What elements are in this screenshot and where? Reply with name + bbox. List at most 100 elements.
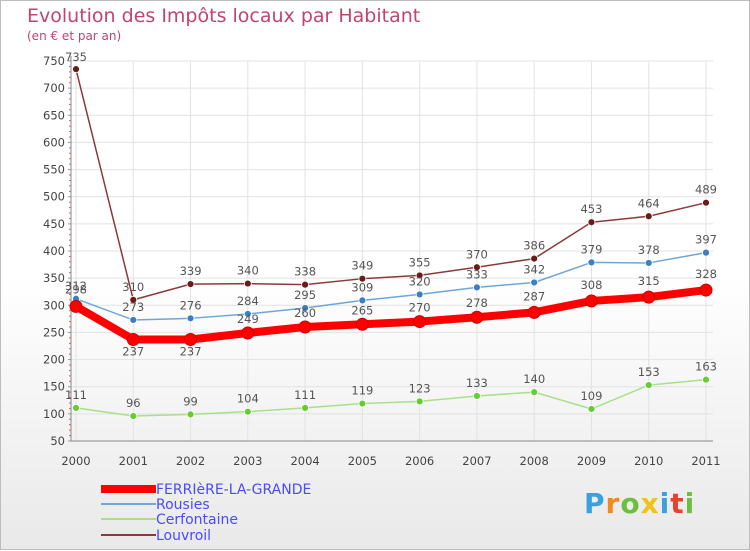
data-label: 295 <box>294 288 316 302</box>
data-label: 99 <box>183 394 198 408</box>
data-point <box>702 198 710 207</box>
chart-subtitle: (en € et par an) <box>27 29 122 43</box>
data-label: 109 <box>580 389 602 403</box>
data-label: 273 <box>122 300 144 314</box>
y-tick-label: 50 <box>50 434 65 448</box>
y-tick-label: 300 <box>43 298 65 312</box>
data-label: 276 <box>180 298 202 312</box>
data-label: 284 <box>237 294 259 308</box>
x-tick-label: 2006 <box>405 454 434 468</box>
data-label: 339 <box>180 264 202 278</box>
y-tick-label: 400 <box>43 244 65 258</box>
series-line-cerfontaine <box>75 378 707 417</box>
data-label: 270 <box>409 301 431 315</box>
x-tick-label: 2011 <box>691 454 720 468</box>
series-layer <box>69 65 713 420</box>
data-point <box>186 280 195 289</box>
data-label: 287 <box>523 289 545 303</box>
data-label: 378 <box>638 243 660 257</box>
data-label: 309 <box>351 280 373 294</box>
y-tick-label: 150 <box>43 380 65 394</box>
data-label: 278 <box>466 296 488 310</box>
data-point <box>473 263 481 272</box>
data-point <box>530 278 539 287</box>
data-point <box>415 397 424 406</box>
data-label: 328 <box>695 267 717 281</box>
data-labels-layer: 298 237 237 249 260 265 270 278 287 308 315 328 312 2… <box>65 50 717 410</box>
data-point <box>413 315 427 329</box>
data-point <box>644 212 653 221</box>
data-point <box>72 403 80 412</box>
y-tick-label: 500 <box>43 190 65 204</box>
data-label: 464 <box>638 196 660 210</box>
proxiti-logo: Proxiti <box>584 487 696 520</box>
data-label: 379 <box>580 242 602 256</box>
data-point <box>415 271 424 280</box>
data-label: 489 <box>695 183 717 197</box>
data-point <box>358 399 367 408</box>
data-point <box>587 258 596 267</box>
axes: 50 100 150 200 250 300 350 400 450 500 550 600 650 70… <box>43 54 721 468</box>
legend-label: FERRIèRE-LA-GRANDE <box>156 482 311 498</box>
data-point <box>129 295 138 304</box>
data-label: 320 <box>409 274 431 288</box>
data-label: 133 <box>466 376 488 390</box>
data-point <box>587 218 596 227</box>
data-point <box>644 381 653 389</box>
data-point <box>129 412 138 420</box>
data-label: 453 <box>580 202 602 216</box>
data-point <box>184 332 198 346</box>
data-point <box>702 248 710 257</box>
data-point <box>243 310 252 318</box>
data-point <box>243 407 252 416</box>
data-label: 397 <box>695 233 717 247</box>
data-point <box>530 254 539 263</box>
data-point <box>470 310 484 324</box>
y-tick-label: 700 <box>43 81 65 95</box>
legend-label: Louvroil <box>156 528 211 544</box>
data-point <box>358 296 367 305</box>
data-point <box>243 279 252 288</box>
data-point <box>642 290 656 304</box>
data-point <box>473 283 481 292</box>
y-tick-label: 550 <box>43 163 65 177</box>
data-point <box>72 65 80 74</box>
y-tick-label: 100 <box>43 407 65 421</box>
data-label: 386 <box>523 239 545 253</box>
data-label: 315 <box>638 274 660 288</box>
data-point <box>186 314 195 323</box>
legend-label: Rousies <box>156 497 210 513</box>
data-point <box>473 392 481 400</box>
data-label: 333 <box>466 267 488 281</box>
data-point <box>530 388 539 397</box>
data-label: 298 <box>65 282 87 296</box>
data-label: 111 <box>65 388 87 402</box>
series-line-ferrière-la-grande <box>73 286 707 344</box>
y-tick-label: 750 <box>43 54 65 68</box>
data-label: 312 <box>65 279 87 293</box>
data-label: 310 <box>122 280 144 294</box>
data-label: 355 <box>409 255 431 269</box>
data-label: 140 <box>523 372 545 386</box>
data-point <box>702 375 710 384</box>
legend: FERRIèRE-LA-GRANDERousiesCerfontaineLouv… <box>101 482 311 544</box>
data-label: 163 <box>695 360 717 374</box>
data-point <box>415 290 424 299</box>
data-point <box>241 326 255 340</box>
x-tick-label: 2002 <box>176 454 205 468</box>
series-line-louvroil <box>75 68 707 301</box>
x-tick-label: 2000 <box>61 454 90 468</box>
data-label: 308 <box>580 278 602 292</box>
data-point <box>298 320 312 334</box>
data-label: 153 <box>638 365 660 379</box>
series-line-rousies <box>75 251 707 321</box>
data-point <box>527 305 541 319</box>
data-label: 265 <box>351 303 373 317</box>
data-point <box>584 294 598 308</box>
data-point <box>301 403 309 412</box>
data-label: 349 <box>351 259 373 273</box>
x-tick-label: 2010 <box>634 454 663 468</box>
data-label: 370 <box>466 247 488 261</box>
y-tick-label: 250 <box>43 325 65 339</box>
data-point <box>301 304 309 312</box>
